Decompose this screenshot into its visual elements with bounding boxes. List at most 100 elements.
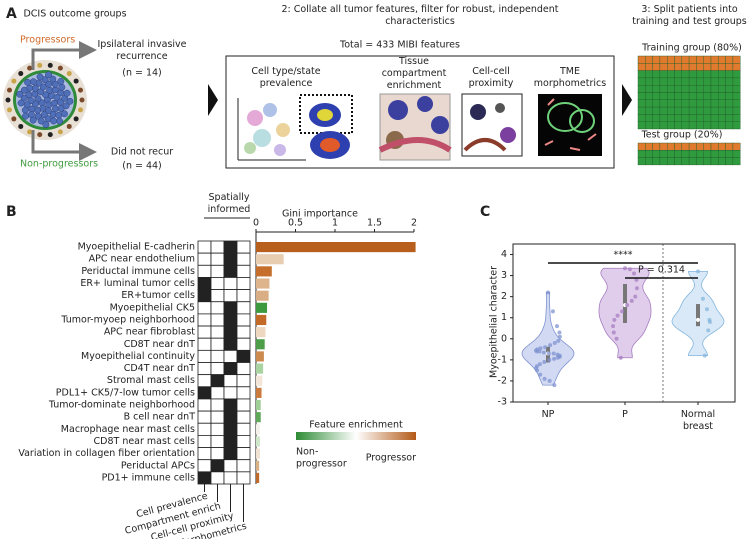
patient-cell — [681, 121, 690, 130]
stroma-cell — [47, 132, 53, 138]
data-point — [704, 307, 709, 312]
progressor-outcome: Ipsilateral invasive recurrence — [97, 39, 187, 62]
non-progressor-arrow — [31, 130, 97, 161]
matrix-cell — [210, 398, 225, 412]
matrix-cell — [223, 434, 238, 448]
patient-cell — [645, 157, 653, 166]
cell — [36, 73, 44, 81]
patient-cell — [732, 55, 741, 64]
patient-cell — [703, 142, 712, 151]
bar — [256, 254, 284, 265]
matrix-cell — [236, 313, 251, 327]
patient-cell — [703, 99, 712, 108]
patient-cell — [725, 150, 734, 158]
cell — [34, 107, 42, 114]
matrix-cell — [197, 240, 212, 254]
patient-cell — [645, 55, 653, 64]
patient-cell — [718, 92, 726, 101]
data-point — [557, 334, 562, 339]
patient-cell — [703, 84, 712, 93]
patient-cell — [725, 70, 734, 79]
matrix-cell — [210, 264, 225, 278]
patient-cell — [710, 55, 719, 64]
data-point — [629, 298, 634, 303]
matrix-cell — [223, 386, 238, 400]
category-label: Myoepithelial E-cadherin — [78, 242, 195, 253]
data-point — [547, 378, 552, 383]
patient-cell — [645, 84, 653, 93]
matrix-cell — [197, 471, 212, 485]
patient-cell — [637, 157, 646, 166]
patient-cell — [659, 84, 668, 93]
tumor-illustration — [3, 60, 87, 140]
matrix-cell — [223, 459, 238, 473]
patient-cell — [725, 63, 734, 71]
patient-cell — [681, 106, 690, 115]
cell — [42, 121, 50, 128]
data-point — [612, 317, 617, 322]
patient-cell — [667, 157, 675, 166]
patient-cell — [667, 55, 675, 64]
patient-cell — [667, 142, 675, 151]
matrix-cell — [236, 434, 251, 448]
data-point — [556, 338, 561, 343]
comparison-label: **** — [614, 250, 633, 261]
patient-cell — [645, 92, 653, 101]
non-progressor-outcome: Did not recur — [111, 147, 173, 158]
groups-title: DCIS outcome groups — [23, 9, 126, 20]
matrix-cell — [236, 264, 251, 278]
matrix-cell — [197, 386, 212, 400]
legend-high: Progressor — [366, 453, 416, 464]
patient-cell — [674, 63, 683, 71]
data-point — [551, 351, 556, 356]
data-point — [611, 324, 616, 329]
y-tick-label: -3 — [498, 397, 507, 408]
matrix-cell — [197, 374, 212, 388]
matrix-cell — [210, 337, 225, 351]
cell — [16, 90, 24, 98]
cell — [45, 71, 52, 79]
data-point — [618, 355, 623, 360]
patient-cell — [652, 92, 661, 101]
matrix-cell — [197, 325, 212, 339]
patient-cell — [718, 106, 726, 115]
patient-cell — [681, 157, 690, 166]
matrix-cell — [236, 422, 251, 436]
patient-cell — [667, 63, 675, 71]
matrix-cell — [210, 349, 225, 363]
feature-type-box: TME morphometrics — [534, 66, 606, 89]
matrix-cell — [197, 301, 212, 315]
matrix-cell — [236, 289, 251, 303]
patient-cell — [718, 121, 726, 130]
iqr-box — [696, 304, 700, 327]
progressors-label: Progressors — [20, 35, 75, 46]
patient-cell — [725, 106, 734, 115]
y-tick-label: 4 — [501, 249, 507, 260]
patient-cell — [688, 106, 697, 115]
patient-cell — [732, 142, 741, 151]
patient-cell — [725, 84, 734, 93]
patient-cell — [732, 84, 741, 93]
data-point — [548, 343, 553, 348]
cell — [20, 94, 28, 102]
non-progressors-label: Non-progressors — [20, 159, 98, 170]
patient-cell — [674, 92, 683, 101]
data-point — [633, 294, 638, 299]
data-point — [614, 336, 619, 341]
data-point — [552, 341, 557, 346]
data-point — [552, 383, 557, 388]
patient-cell — [696, 84, 704, 93]
x-tick-label: 1 — [332, 218, 338, 229]
patient-cell — [688, 99, 697, 108]
data-point — [627, 267, 632, 272]
data-point — [543, 345, 548, 350]
total-features: Total = 433 MIBI features — [339, 40, 460, 51]
patient-cell — [667, 150, 675, 158]
bar — [256, 290, 269, 301]
stroma-cell — [11, 116, 17, 122]
patient-cell — [696, 106, 704, 115]
patient-cell — [637, 142, 646, 151]
patient-cell — [645, 150, 653, 158]
bar — [256, 460, 260, 471]
matrix-cell — [223, 301, 238, 315]
